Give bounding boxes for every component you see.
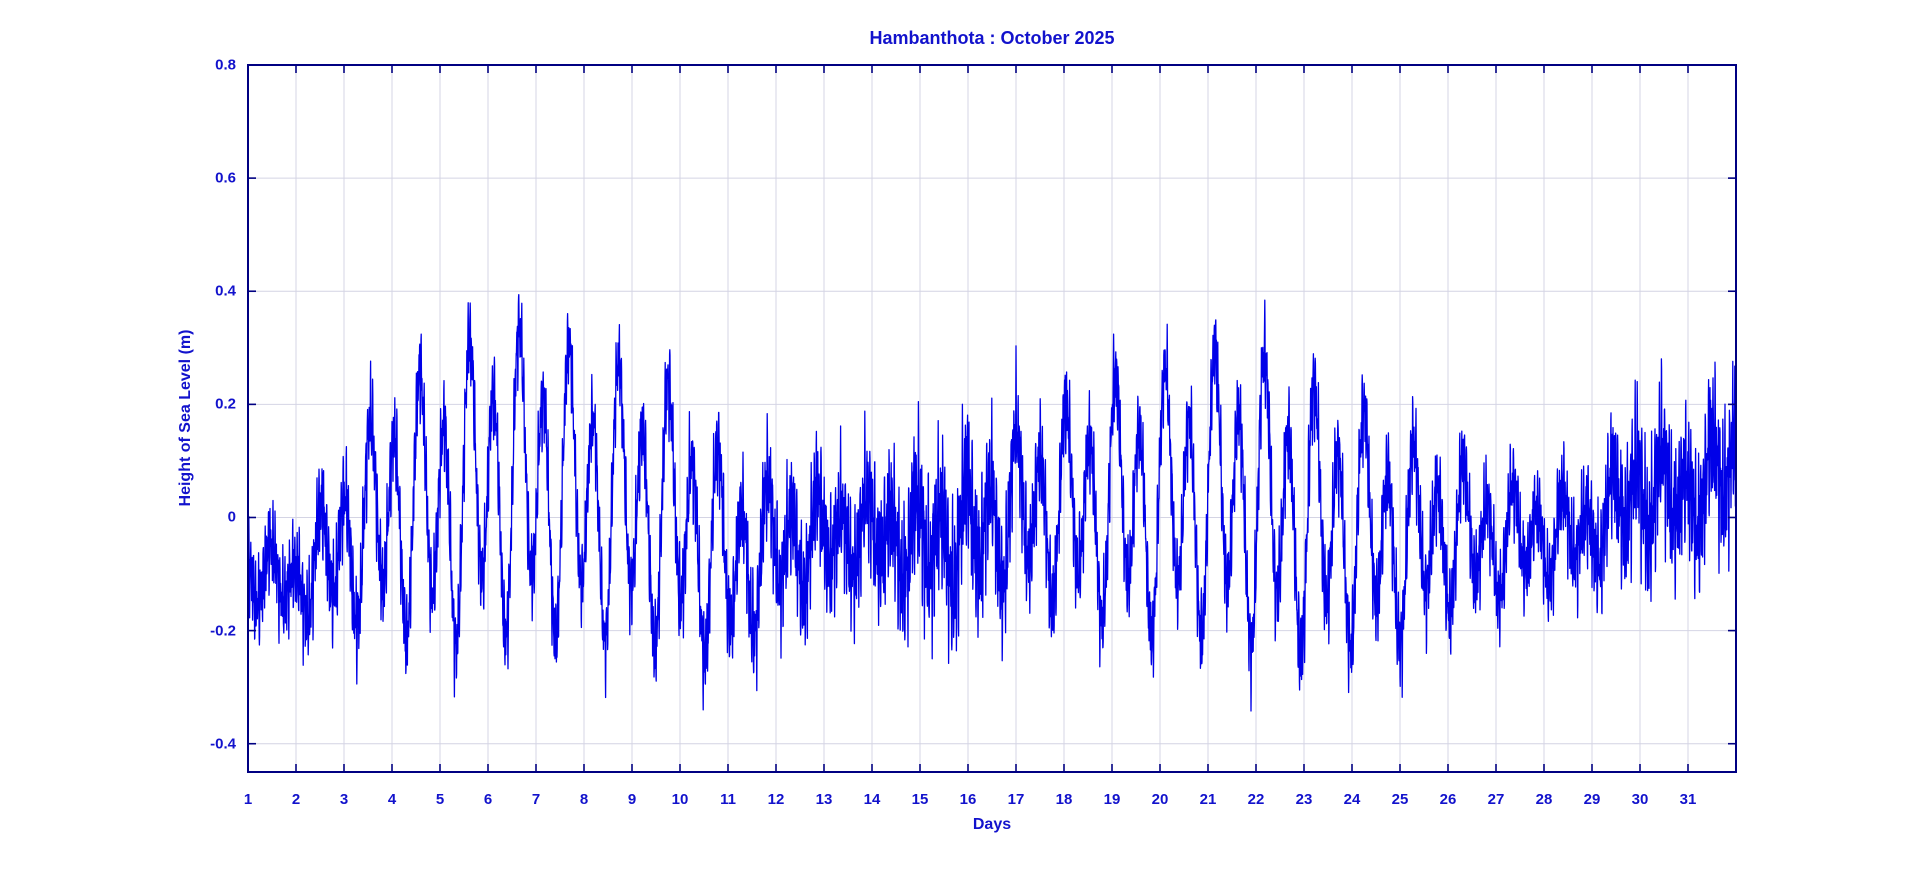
- y-tick-label: 0.4: [215, 282, 236, 300]
- x-tick-label: 16: [959, 791, 977, 808]
- y-tick-label: -0.4: [210, 735, 236, 753]
- x-tick-label: 8: [579, 791, 589, 808]
- x-tick-label: 7: [531, 791, 541, 808]
- y-tick-label: 0.8: [215, 56, 236, 74]
- x-tick-label: 1: [243, 791, 253, 808]
- sea-level-series-line: [247, 294, 1737, 712]
- x-tick-label: 18: [1055, 791, 1073, 808]
- y-tick-label: 0: [227, 508, 236, 526]
- x-tick-label: 15: [911, 791, 929, 808]
- x-tick-label: 9: [627, 791, 637, 808]
- y-tick-label: 0.2: [215, 395, 236, 413]
- x-tick-label: 27: [1487, 791, 1505, 808]
- x-tick-label: 23: [1295, 791, 1313, 808]
- y-tick-label: -0.2: [210, 622, 236, 640]
- chart-title: Hambanthota : October 2025: [869, 28, 1115, 48]
- x-tick-label: 17: [1007, 791, 1025, 808]
- x-tick-label: 19: [1103, 791, 1121, 808]
- x-tick-label: 31: [1679, 791, 1697, 808]
- x-tick-label: 29: [1583, 791, 1601, 808]
- x-tick-label: 22: [1247, 791, 1265, 808]
- x-tick-label: 12: [767, 791, 785, 808]
- y-tick-label: 0.6: [215, 169, 236, 187]
- x-tick-label: 21: [1199, 791, 1217, 808]
- x-tick-label: 20: [1151, 791, 1169, 808]
- x-tick-label: 13: [815, 791, 833, 808]
- axes-border: [247, 64, 1737, 773]
- x-tick-label: 26: [1439, 791, 1457, 808]
- x-tick-label: 5: [435, 791, 445, 808]
- x-tick-label: 28: [1535, 791, 1553, 808]
- x-tick-label: 11: [720, 791, 736, 808]
- x-axis-label: Days: [972, 816, 1012, 833]
- x-tick-label: 14: [863, 791, 881, 808]
- x-tick-label: 25: [1391, 791, 1409, 808]
- x-tick-label: 24: [1343, 791, 1361, 808]
- x-tick-label: 4: [387, 791, 397, 808]
- x-tick-label: 6: [483, 791, 493, 808]
- x-tick-label: 10: [671, 791, 689, 808]
- x-tick-label: 3: [339, 791, 349, 808]
- x-tick-label: 30: [1631, 791, 1649, 808]
- x-tick-label: 2: [291, 791, 301, 808]
